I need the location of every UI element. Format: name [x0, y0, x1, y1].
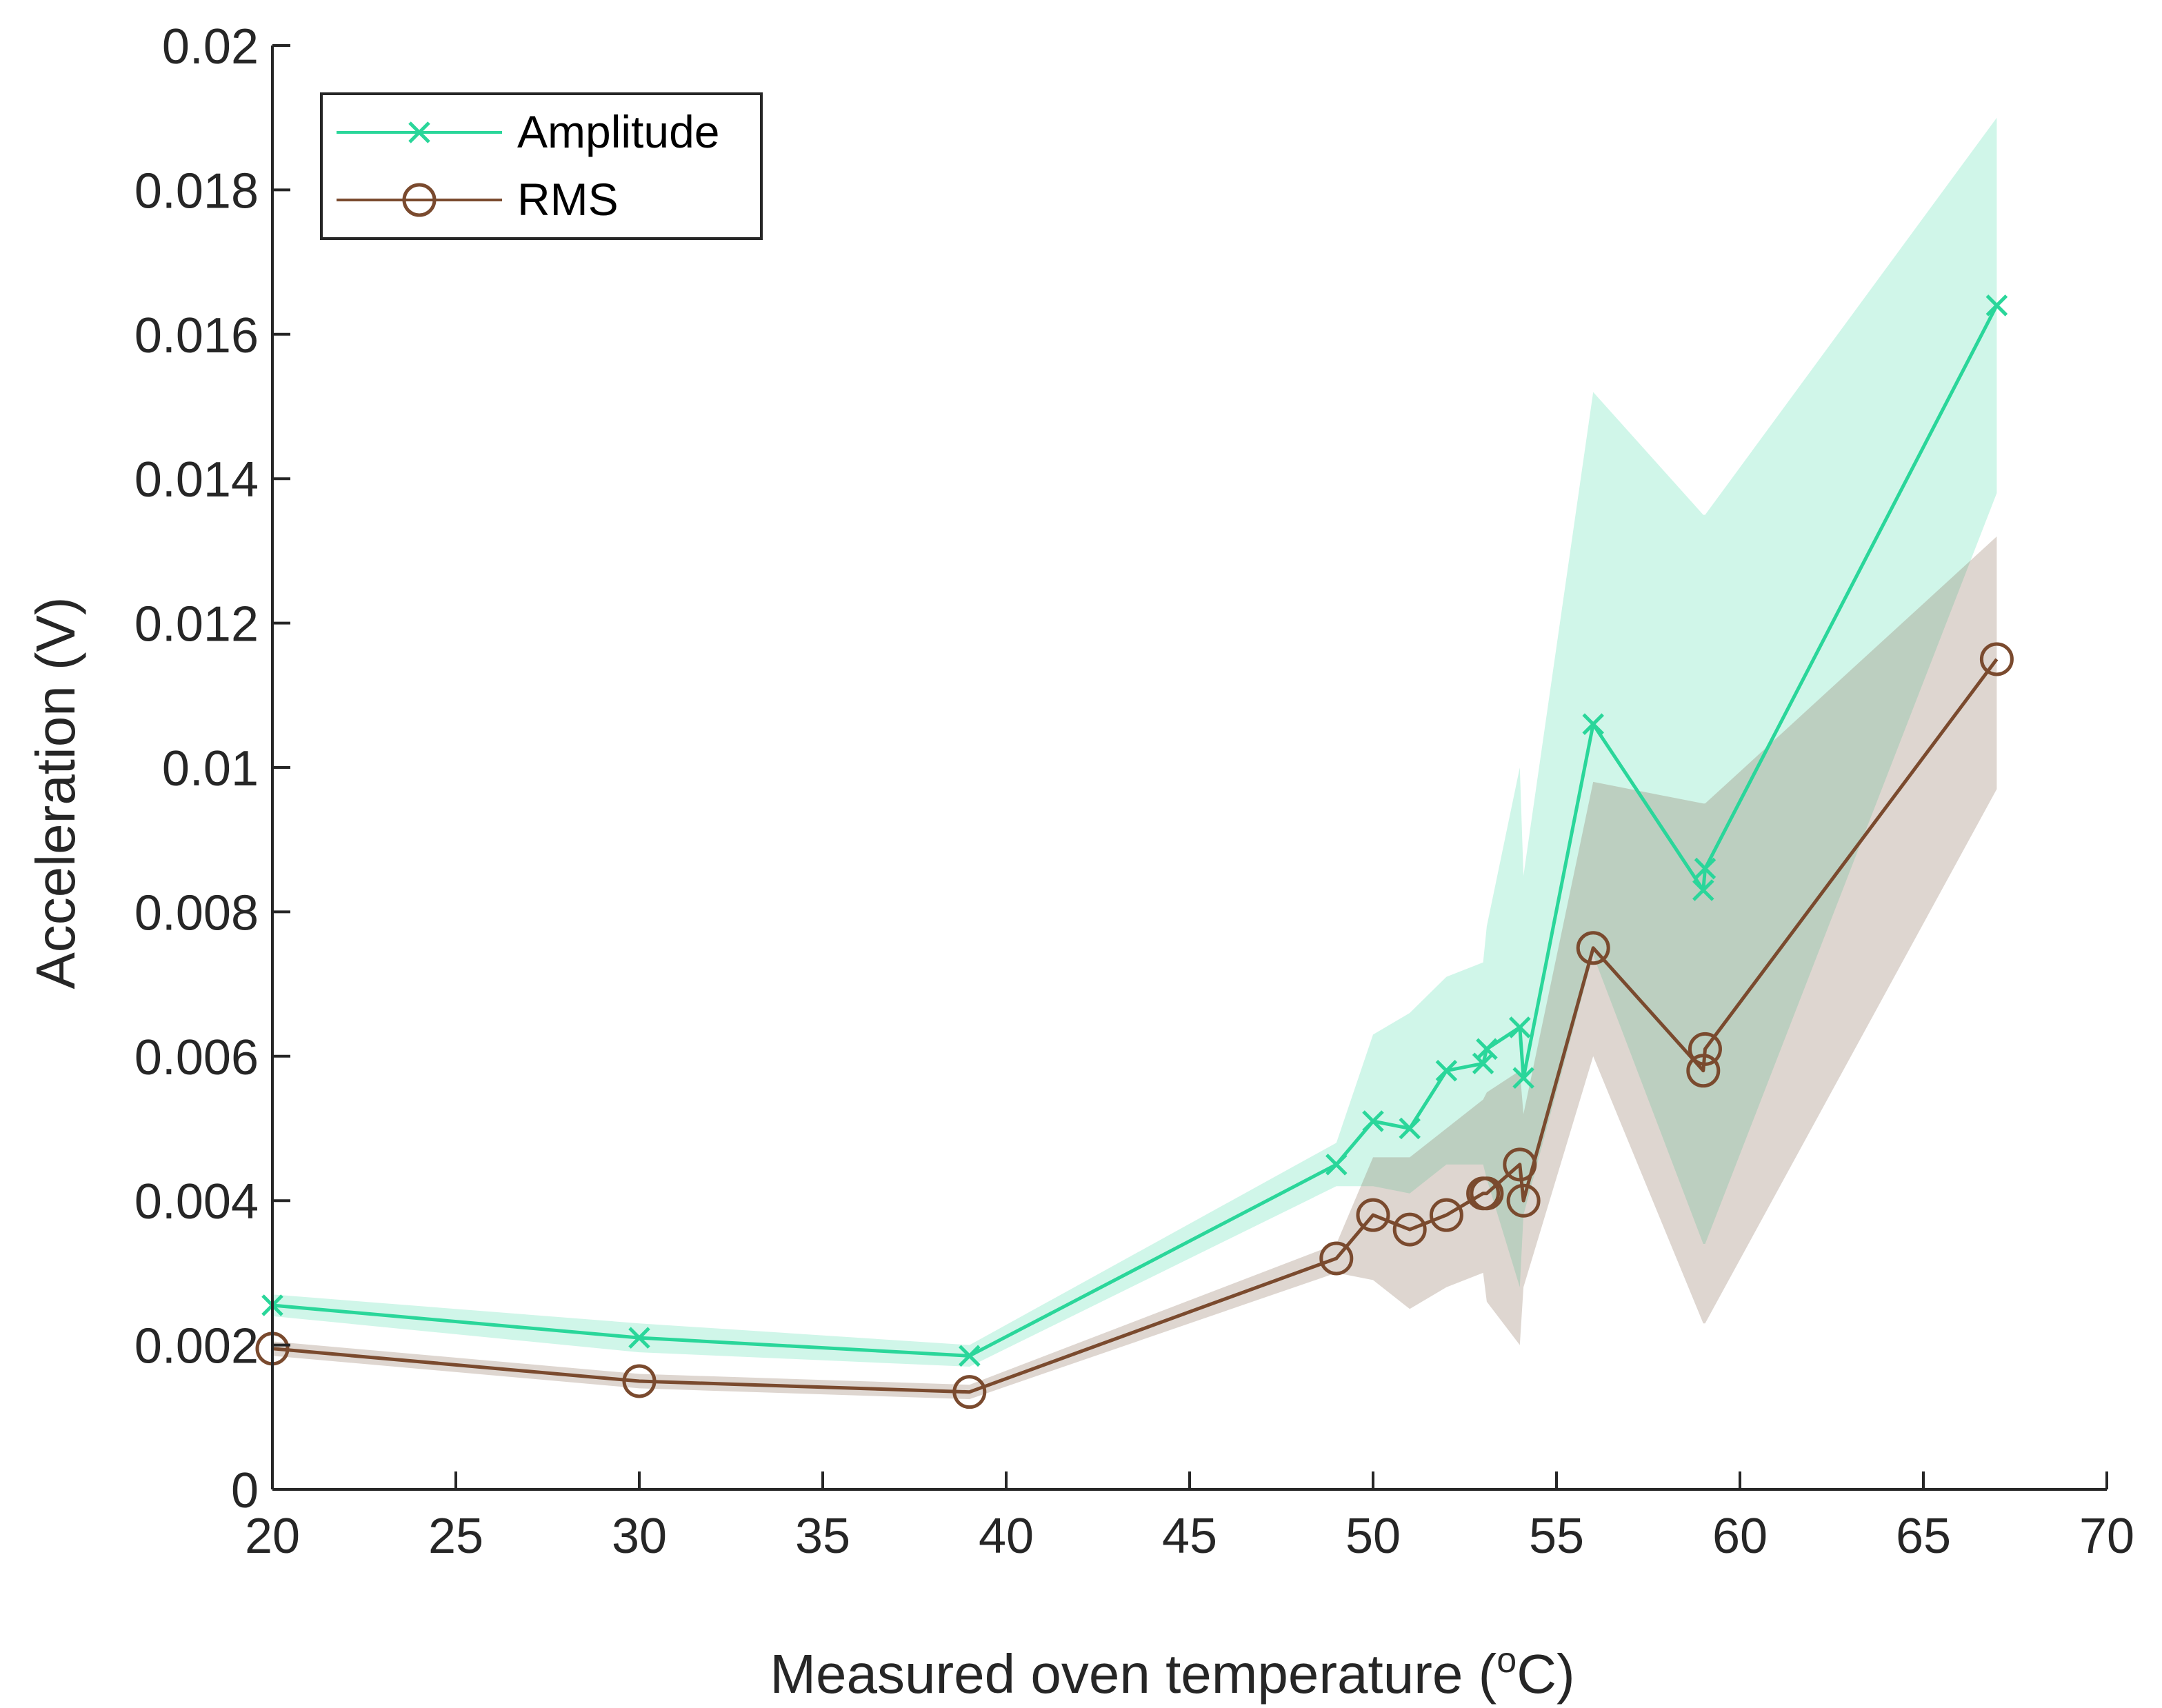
data-point-rms: [1356, 1198, 1390, 1232]
series-markers: [255, 294, 2014, 1409]
error-bands: [272, 117, 1997, 1400]
x-tick-label: 20: [245, 1509, 300, 1564]
data-point-rms: [952, 1375, 987, 1409]
legend-label-rms: RMS: [517, 174, 619, 225]
y-tick-label: 0.006: [134, 1030, 259, 1085]
x-tick-label: 45: [1162, 1509, 1217, 1564]
tick-labels: 20 25 30 35 40 45 50 55 60 65 70 0 0.002 0.004 0.006 0.…: [134, 19, 2134, 1564]
data-point-amplitude: [959, 1345, 981, 1367]
x-axis-label: Measured oven temperature (oC): [770, 1640, 1574, 1705]
data-point-amplitude: [1512, 1067, 1534, 1089]
data-point-rms: [1686, 1054, 1721, 1088]
data-point-rms: [1576, 931, 1610, 965]
data-point-amplitude: [1399, 1117, 1421, 1140]
legend-marker-amplitude: [408, 121, 430, 143]
data-point-rms: [1470, 1176, 1504, 1211]
data-point-rms: [1319, 1241, 1354, 1276]
y-tick-label: 0.02: [162, 19, 259, 74]
error-band-rms: [272, 536, 1997, 1400]
legend-box: [320, 92, 763, 240]
data-point-amplitude: [1985, 294, 2008, 317]
y-tick-label: 0.014: [134, 452, 259, 508]
x-tick-label: 50: [1345, 1509, 1401, 1564]
x-tick-label: 25: [428, 1509, 483, 1564]
data-point-rms: [1429, 1198, 1463, 1232]
data-point-rms: [1688, 1032, 1722, 1066]
legend-marker-rms: [402, 183, 437, 217]
data-point-amplitude: [1692, 879, 1714, 901]
data-point-amplitude: [1325, 1154, 1348, 1176]
data-point-amplitude: [1694, 857, 1716, 880]
x-tick-label: 40: [979, 1509, 1034, 1564]
data-point-amplitude: [628, 1327, 650, 1349]
x-tick-label: 65: [1896, 1509, 1951, 1564]
x-tick-label: 60: [1712, 1509, 1768, 1564]
legend: Amplitude RMS: [320, 92, 763, 240]
x-tick-label: 35: [795, 1509, 850, 1564]
y-tick-label: 0.002: [134, 1319, 259, 1374]
legend-label-amplitude: Amplitude: [517, 106, 720, 157]
y-tick-label: 0.004: [134, 1174, 259, 1229]
x-tick-label: 30: [612, 1509, 667, 1564]
data-point-rms: [1506, 1183, 1541, 1218]
data-point-rms: [1979, 642, 2014, 676]
series-line-rms: [272, 658, 1999, 1394]
data-point-amplitude: [1476, 1038, 1498, 1061]
y-tick-label: 0.008: [134, 885, 259, 941]
y-tick-label: 0.016: [134, 308, 259, 363]
data-point-rms: [1392, 1212, 1427, 1247]
x-tick-label: 55: [1529, 1509, 1584, 1564]
tick-marks: [271, 44, 2108, 1491]
y-tick-label: 0.018: [134, 163, 259, 219]
data-point-amplitude: [1362, 1110, 1384, 1132]
data-point-amplitude: [1509, 1016, 1531, 1038]
data-point-rms: [622, 1364, 657, 1398]
data-point-amplitude: [1435, 1059, 1458, 1082]
data-point-amplitude: [1582, 713, 1604, 735]
x-tick-label: 70: [2079, 1509, 2134, 1564]
y-tick-label: 0.012: [134, 597, 259, 652]
error-band-amplitude: [272, 117, 1997, 1367]
y-tick-label: 0: [231, 1463, 259, 1518]
data-point-rms: [1503, 1147, 1537, 1182]
y-tick-label: 0.01: [162, 741, 259, 796]
y-axis-label: Acceleration (V): [25, 596, 86, 989]
